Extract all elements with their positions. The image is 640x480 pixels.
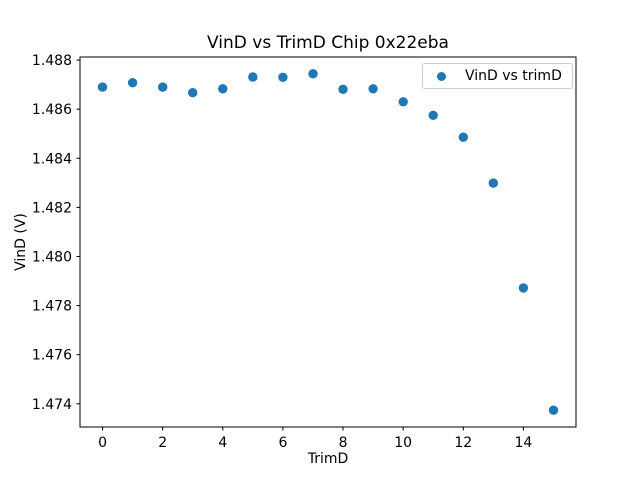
data-point <box>428 110 438 121</box>
legend-marker-icon <box>437 71 446 81</box>
x-tick-label: 12 <box>454 435 472 451</box>
y-tick-label: 1.486 <box>32 102 72 118</box>
data-point <box>548 405 559 415</box>
y-tick-label: 1.476 <box>32 348 72 364</box>
chart-title: VinD vs TrimD Chip 0x22eba <box>207 33 449 53</box>
data-point <box>248 72 258 82</box>
y-tick-label: 1.484 <box>32 151 72 167</box>
data-point <box>218 84 228 94</box>
data-point <box>97 82 108 92</box>
x-axis-label: TrimD <box>307 451 349 467</box>
data-point <box>278 72 288 83</box>
x-tick-label: 14 <box>514 435 532 451</box>
x-tick-label: 6 <box>278 435 287 451</box>
data-point <box>188 88 198 98</box>
data-point <box>368 84 378 94</box>
y-tick-label: 1.474 <box>32 397 72 413</box>
x-tick-label: 10 <box>394 435 412 451</box>
y-tick-label: 1.480 <box>32 249 72 265</box>
data-point <box>338 84 348 95</box>
x-tick-label: 0 <box>98 435 107 451</box>
x-tick-label: 4 <box>218 435 227 451</box>
data-point <box>158 82 168 92</box>
y-axis-label: VinD (V) <box>13 213 29 271</box>
x-tick-label: 8 <box>339 435 348 451</box>
data-point <box>458 132 468 142</box>
y-tick-label: 1.482 <box>32 200 72 216</box>
legend-label: VinD vs trimD <box>465 68 562 84</box>
data-point <box>398 97 408 107</box>
x-tick-label: 2 <box>158 435 167 451</box>
y-tick-label: 1.488 <box>32 53 72 69</box>
data-point <box>518 283 529 293</box>
data-point <box>488 178 498 188</box>
axes-spine <box>79 56 577 428</box>
data-point <box>308 69 318 79</box>
data-point <box>127 78 138 88</box>
legend: VinD vs trimD <box>422 63 573 89</box>
y-tick-label: 1.478 <box>32 299 72 315</box>
